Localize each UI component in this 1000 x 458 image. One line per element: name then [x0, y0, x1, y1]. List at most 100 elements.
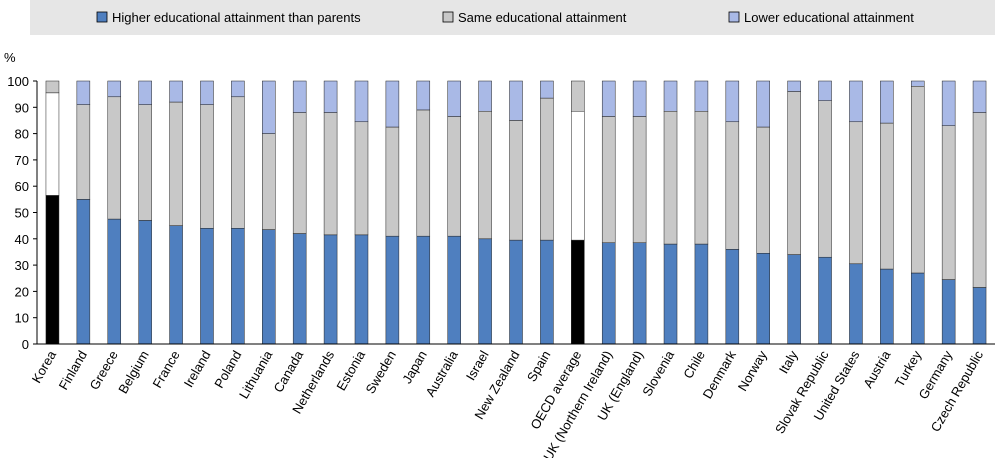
x-tick-label: Ireland — [181, 348, 214, 390]
bar-segment — [416, 109, 431, 237]
legend-swatch — [728, 11, 740, 23]
bar-segment — [262, 133, 276, 230]
bar-segment — [231, 96, 245, 229]
bar-segment — [292, 233, 307, 345]
bar-segment — [540, 97, 554, 241]
bar-segment — [231, 80, 245, 98]
bar-segment — [632, 242, 647, 345]
y-tick-label: 40 — [15, 232, 29, 247]
bar-segment — [941, 80, 956, 126]
bar-segment — [787, 254, 801, 345]
x-tick-label: Japan — [399, 348, 430, 386]
bar-segment — [76, 80, 91, 105]
bar-segment — [354, 234, 369, 345]
bar-segment — [323, 80, 338, 113]
bar-segment — [447, 80, 461, 117]
x-tick-label: Norway — [735, 348, 770, 394]
bar-segment — [880, 80, 894, 124]
bar-segment — [632, 116, 647, 243]
bar-segment — [262, 229, 276, 345]
bar-segment — [910, 80, 925, 87]
bar-segment — [76, 104, 91, 200]
bar-segment — [262, 80, 276, 134]
bar-segment — [910, 86, 925, 274]
bar-segment — [509, 120, 523, 241]
x-tick-label: Korea — [29, 347, 60, 385]
y-tick-label: 100 — [7, 74, 29, 89]
bar-segment — [663, 110, 678, 245]
bar-segment — [601, 80, 616, 117]
x-tick-label: Turkey — [892, 348, 925, 390]
x-tick-label: Chile — [680, 348, 708, 381]
bar-segment — [385, 80, 400, 128]
bar-segment — [880, 268, 894, 345]
bar-segment — [818, 100, 832, 258]
x-tick-label: Finland — [56, 348, 90, 392]
bar-segment — [169, 225, 183, 345]
bar-segment — [849, 263, 863, 345]
bar-segment — [138, 220, 152, 345]
bar-segment — [756, 80, 770, 128]
x-tick-label: France — [149, 348, 182, 391]
x-tick-label: Greece — [87, 348, 121, 392]
y-tick-label: 90 — [15, 100, 29, 115]
bar-segment — [540, 239, 554, 345]
x-tick-label: Austria — [860, 347, 894, 390]
bar-segment — [292, 112, 307, 234]
bar-segment — [385, 235, 400, 345]
bar-segment — [416, 235, 431, 345]
bar-segment — [45, 80, 60, 94]
bar-segment — [694, 80, 709, 112]
bar-segment — [45, 195, 60, 345]
bar-segment — [571, 239, 585, 345]
bar-segment — [200, 80, 214, 105]
legend-box — [30, 0, 995, 35]
legend-label: Higher educational attainment than paren… — [112, 10, 361, 25]
bar-segment — [107, 80, 122, 98]
bar-segment — [107, 96, 122, 220]
bar-segment — [972, 287, 987, 345]
bar-segment — [107, 218, 122, 345]
bar-segment — [200, 228, 214, 345]
y-tick-label: 0 — [22, 337, 29, 352]
bar-segment — [571, 80, 585, 112]
bar-segment — [478, 80, 492, 112]
x-tick-label: Israel — [463, 348, 492, 383]
bar-segment — [354, 80, 369, 123]
x-tick-label: Spain — [524, 348, 554, 384]
bar-segment — [76, 199, 91, 345]
bar-segment — [972, 112, 987, 288]
bar-segment — [756, 253, 770, 345]
bar-segment — [941, 279, 956, 345]
y-tick-label: 80 — [15, 127, 29, 142]
bar-segment — [509, 80, 523, 121]
x-tick-label: Sweden — [363, 348, 399, 396]
bar-segment — [200, 104, 214, 229]
bar-segment — [478, 238, 492, 345]
bar-segment — [910, 272, 925, 345]
bar-segment — [663, 243, 678, 345]
y-tick-label: 10 — [15, 311, 29, 326]
bar-segment — [447, 235, 461, 345]
x-tick-label: Italy — [776, 348, 801, 377]
bar-segment — [169, 101, 183, 226]
bar-segment — [478, 110, 492, 240]
bar-segment — [447, 116, 461, 237]
bar-segment — [756, 126, 770, 254]
bar-segment — [725, 249, 740, 345]
bar-segment — [880, 122, 894, 270]
bar-segment — [138, 104, 152, 221]
bar-segment — [818, 256, 832, 345]
bar-segment — [323, 112, 338, 236]
bar-segment — [45, 92, 60, 196]
bar-segment — [725, 80, 740, 123]
x-tick-label: Poland — [211, 348, 244, 391]
y-tick-label: 30 — [15, 258, 29, 273]
bar-segment — [787, 91, 801, 255]
bar-segment — [601, 116, 616, 243]
x-tick-label: Belgium — [115, 348, 151, 396]
bar-segment — [725, 121, 740, 250]
bar-segment — [231, 228, 245, 345]
bar-segment — [416, 80, 431, 111]
